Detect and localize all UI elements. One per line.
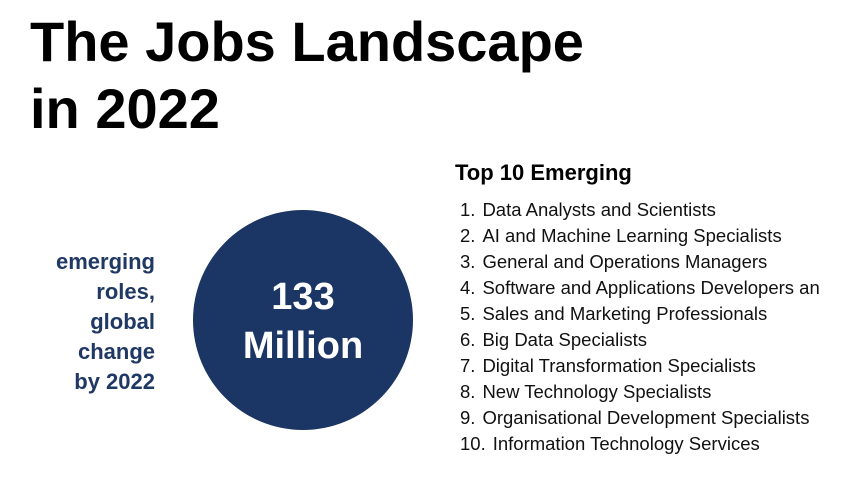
list-item: 7. Digital Transformation Specialists (460, 353, 855, 379)
list-item: 9. Organisational Development Specialists (460, 405, 855, 431)
item-number: 2. (460, 225, 476, 246)
side-label: emerging roles, global change by 2022 (0, 247, 155, 397)
item-number: 6. (460, 329, 476, 350)
side-label-line: roles, (96, 279, 155, 304)
item-text: Digital Transformation Specialists (482, 355, 756, 376)
list-item: 6. Big Data Specialists (460, 327, 855, 353)
list-item: 10. Information Technology Services (460, 431, 855, 457)
list-item: 5. Sales and Marketing Professionals (460, 301, 855, 327)
item-number: 1. (460, 199, 476, 220)
item-number: 5. (460, 303, 476, 324)
side-label-line: emerging (55, 249, 155, 274)
side-label-line: by 2022 (74, 369, 155, 394)
item-text: Information Technology Services (492, 433, 760, 454)
item-number: 9. (460, 407, 476, 428)
list-item: 2. AI and Machine Learning Specialists (460, 223, 855, 249)
item-text: Data Analysts and Scientists (482, 199, 716, 220)
item-number: 7. (460, 355, 476, 376)
title-line: The Jobs Landscape (30, 10, 584, 73)
list-item: 3. General and Operations Managers (460, 249, 855, 275)
item-number: 8. (460, 381, 476, 402)
item-text: Organisational Development Specialists (482, 407, 810, 428)
item-text: General and Operations Managers (482, 251, 768, 272)
side-label-line: global (90, 309, 155, 334)
item-text: New Technology Specialists (482, 381, 712, 402)
circle-unit: Million (242, 325, 364, 367)
list-item: 1. Data Analysts and Scientists (460, 197, 855, 223)
item-number: 3. (460, 251, 476, 272)
list-heading: Top 10 Emerging (455, 160, 632, 185)
item-text: AI and Machine Learning Specialists (482, 225, 782, 246)
item-number: 10. (460, 433, 486, 454)
item-number: 4. (460, 277, 476, 298)
item-text: Big Data Specialists (482, 329, 647, 350)
list-item: 4. Software and Applications Developers a… (460, 275, 855, 301)
item-text: Software and Applications Developers an (482, 277, 820, 298)
list: 1. Data Analysts and Scientists 2. AI and M… (460, 197, 855, 457)
list-item: 8. New Technology Specialists (460, 379, 855, 405)
circle-number: 133 (271, 276, 335, 318)
title-line: in 2022 (30, 77, 220, 140)
side-label-line: change (77, 339, 155, 364)
circle (193, 210, 413, 430)
item-text: Sales and Marketing Professionals (482, 303, 768, 324)
